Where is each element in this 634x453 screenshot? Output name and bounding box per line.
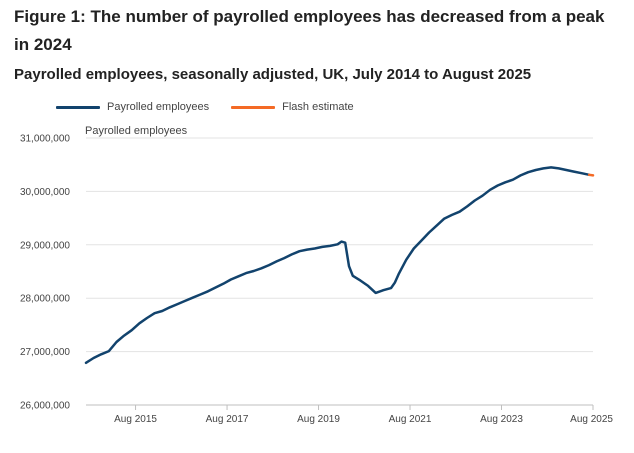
y-tick-label: 31,000,000 xyxy=(20,134,70,145)
legend-item-flash[interactable]: Flash estimate xyxy=(231,101,354,113)
x-tick-label: Aug 2017 xyxy=(206,414,249,425)
legend-item-payrolled[interactable]: Payrolled employees xyxy=(56,101,209,113)
series-line-payrolled xyxy=(84,166,591,365)
y-axis: 26,000,000 27,000,000 28,000,000 29,000,000… xyxy=(20,134,70,412)
y-tick-label: 28,000,000 xyxy=(20,294,70,305)
series-line-flash xyxy=(587,173,595,177)
x-tick-label: Aug 2025 xyxy=(570,414,613,425)
x-tick-label: Aug 2023 xyxy=(480,414,523,425)
legend-swatch-flash xyxy=(231,105,276,109)
legend-label-payrolled: Payrolled employees xyxy=(107,101,210,113)
x-tick-label: Aug 2015 xyxy=(114,414,157,425)
legend-label-flash: Flash estimate xyxy=(282,101,354,113)
chart-legend: Payrolled employees Flash estimate xyxy=(56,101,376,113)
x-axis: Aug 2015 Aug 2017 Aug 2019 Aug 2021 Aug 2023… xyxy=(114,405,613,425)
y-tick-label: 29,000,000 xyxy=(20,240,70,251)
legend-swatch-payrolled xyxy=(56,105,100,109)
x-tick-label: Aug 2021 xyxy=(389,414,432,425)
gridlines xyxy=(86,137,593,406)
x-tick-label: Aug 2019 xyxy=(297,414,340,425)
chart-subtitle: Payrolled employees, seasonally adjusted… xyxy=(14,66,532,83)
y-tick-label: 30,000,000 xyxy=(20,187,70,198)
chart-title: Figure 1: The number of payrolled employ… xyxy=(14,7,605,54)
y-axis-title: Payrolled employees xyxy=(85,125,188,137)
y-tick-label: 26,000,000 xyxy=(20,401,70,412)
series-lines xyxy=(84,166,595,365)
y-tick-label: 27,000,000 xyxy=(20,347,70,358)
